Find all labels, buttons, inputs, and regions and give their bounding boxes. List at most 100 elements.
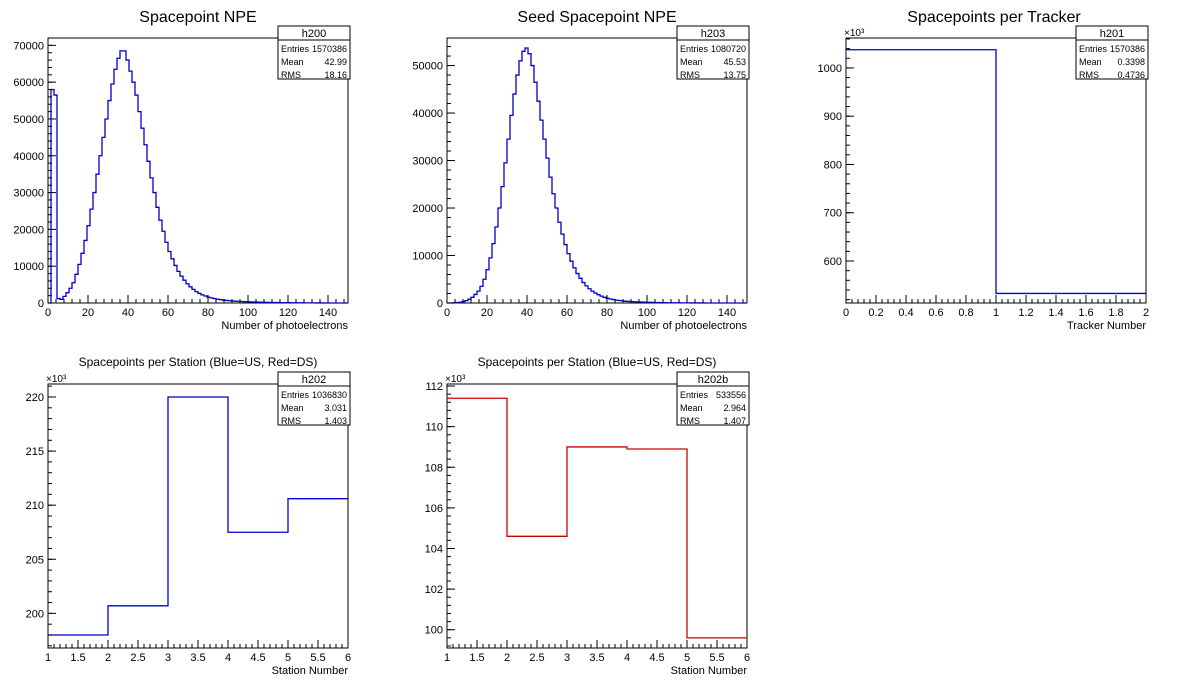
x-axis-label: Number of photoelectrons: [221, 320, 348, 332]
stats-box-frame: [676, 25, 750, 80]
x-tick-label: 40: [122, 307, 134, 319]
y-tick-label: 800: [824, 159, 842, 171]
x-tick-label: 140: [718, 307, 736, 319]
x-tick-label: 140: [319, 307, 337, 319]
x-tick-label: 5: [684, 652, 690, 664]
stats-value: 42.99: [324, 57, 347, 67]
y-tick-label: 20000: [412, 203, 443, 215]
histogram-line-h200: [48, 50, 348, 304]
y-tick-label: 104: [425, 543, 443, 555]
y-tick-label: 40000: [13, 151, 44, 163]
x-tick-label: 40: [521, 307, 533, 319]
y-tick-label: 900: [824, 111, 842, 123]
y-tick-label: 50000: [13, 114, 44, 126]
x-tick-label: 5: [285, 652, 291, 664]
x-axis-label: Tracker Number: [1067, 320, 1146, 332]
y-tick-label: 220: [26, 392, 44, 404]
chart-h202: Spacepoints per Station (Blue=US, Red=DS…: [26, 355, 351, 677]
y-tick-label: 70000: [13, 40, 44, 52]
stats-value: 3.031: [324, 403, 347, 413]
stats-value: 1.403: [324, 416, 347, 426]
y-exponent-label: ×10³: [46, 374, 67, 385]
x-tick-label: 3.5: [190, 652, 205, 664]
y-tick-label: 50000: [412, 61, 443, 73]
y-tick-label: 0: [437, 298, 443, 310]
stats-value: 533556: [716, 390, 746, 400]
stats-value: 1036830: [312, 390, 347, 400]
x-tick-label: 80: [202, 307, 214, 319]
y-tick-label: 110: [425, 422, 443, 434]
stats-key: RMS: [680, 70, 700, 80]
x-tick-label: 2: [1143, 307, 1149, 319]
x-axis-label: Number of photoelectrons: [620, 320, 747, 332]
x-tick-label: 1.5: [70, 652, 85, 664]
histogram-line-h203: [447, 47, 747, 304]
x-tick-label: 120: [279, 307, 297, 319]
stats-value: 1.407: [723, 416, 746, 426]
y-tick-label: 215: [26, 446, 44, 458]
stats-value: 0.3398: [1117, 57, 1145, 67]
y-tick-label: 700: [824, 208, 842, 220]
stats-key: Mean: [281, 57, 304, 67]
x-axis-label: Station Number: [272, 665, 349, 677]
stats-value: 1080720: [711, 44, 746, 54]
stats-box-name: h202b: [698, 374, 729, 386]
y-tick-label: 200: [26, 608, 44, 620]
x-tick-label: 1.5: [469, 652, 484, 664]
stats-key: Entries: [281, 390, 310, 400]
x-tick-label: 0.4: [898, 307, 913, 319]
x-tick-label: 1: [45, 652, 51, 664]
y-tick-label: 10000: [13, 261, 44, 273]
y-tick-label: 100: [425, 625, 443, 637]
y-tick-label: 108: [425, 462, 443, 474]
stats-box: h203 Entries 1080720 Mean 45.53 RMS 13.75: [676, 25, 750, 80]
x-tick-label: 0: [45, 307, 51, 319]
x-tick-label: 2.5: [130, 652, 145, 664]
y-exponent-label: ×10³: [445, 374, 466, 385]
chart-h203: Seed Spacepoint NPE 0 20 40 60 80 100 120 140 0 10…: [412, 9, 750, 332]
x-tick-label: 1.6: [1078, 307, 1093, 319]
stats-key: RMS: [680, 416, 700, 426]
stats-key: Entries: [680, 390, 709, 400]
y-tick-label: 30000: [412, 156, 443, 168]
x-tick-label: 1.2: [1018, 307, 1033, 319]
x-tick-label: 0: [843, 307, 849, 319]
x-tick-label: 1.8: [1108, 307, 1123, 319]
x-tick-label: 60: [162, 307, 174, 319]
stats-key: Entries: [281, 44, 310, 54]
stats-box: h201 Entries 1570386 Mean 0.3398 RMS 0.4736: [1075, 25, 1149, 80]
stats-box: h202b Entries 533556 Mean 2.964 RMS 1.407: [676, 371, 750, 426]
y-tick-label: 60000: [13, 77, 44, 89]
x-tick-label: 4.5: [250, 652, 265, 664]
x-tick-label: 4: [624, 652, 630, 664]
x-tick-label: 6: [345, 652, 351, 664]
y-tick-label: 112: [425, 381, 443, 393]
x-tick-label: 4: [225, 652, 231, 664]
stats-key: Mean: [1079, 57, 1102, 67]
stats-box-name: h200: [302, 28, 326, 40]
chart-title: Spacepoints per Station (Blue=US, Red=DS…: [79, 355, 318, 369]
x-tick-label: 4.5: [649, 652, 664, 664]
y-tick-label: 205: [26, 554, 44, 566]
y-tick-label: 1000: [818, 63, 842, 75]
stats-box-name: h201: [1100, 28, 1124, 40]
histogram-line-h202b: [447, 397, 747, 639]
stats-key: Mean: [680, 403, 703, 413]
stats-value: 2.964: [723, 403, 746, 413]
stats-value: 45.53: [723, 57, 746, 67]
stats-box-frame: [1075, 25, 1149, 80]
x-tick-label: 20: [82, 307, 94, 319]
histogram-line-h201: [846, 49, 1146, 295]
x-tick-label: 80: [601, 307, 613, 319]
stats-box-frame: [277, 25, 351, 80]
y-tick-label: 106: [425, 503, 443, 515]
x-tick-label: 1: [993, 307, 999, 319]
y-tick-label: 0: [38, 298, 44, 310]
x-tick-label: 100: [239, 307, 257, 319]
stats-key: Entries: [1079, 44, 1108, 54]
x-tick-label: 120: [678, 307, 696, 319]
y-tick-label: 30000: [13, 188, 44, 200]
x-tick-label: 3: [165, 652, 171, 664]
chart-title: Spacepoints per Station (Blue=US, Red=DS…: [478, 355, 717, 369]
x-tick-label: 2: [504, 652, 510, 664]
